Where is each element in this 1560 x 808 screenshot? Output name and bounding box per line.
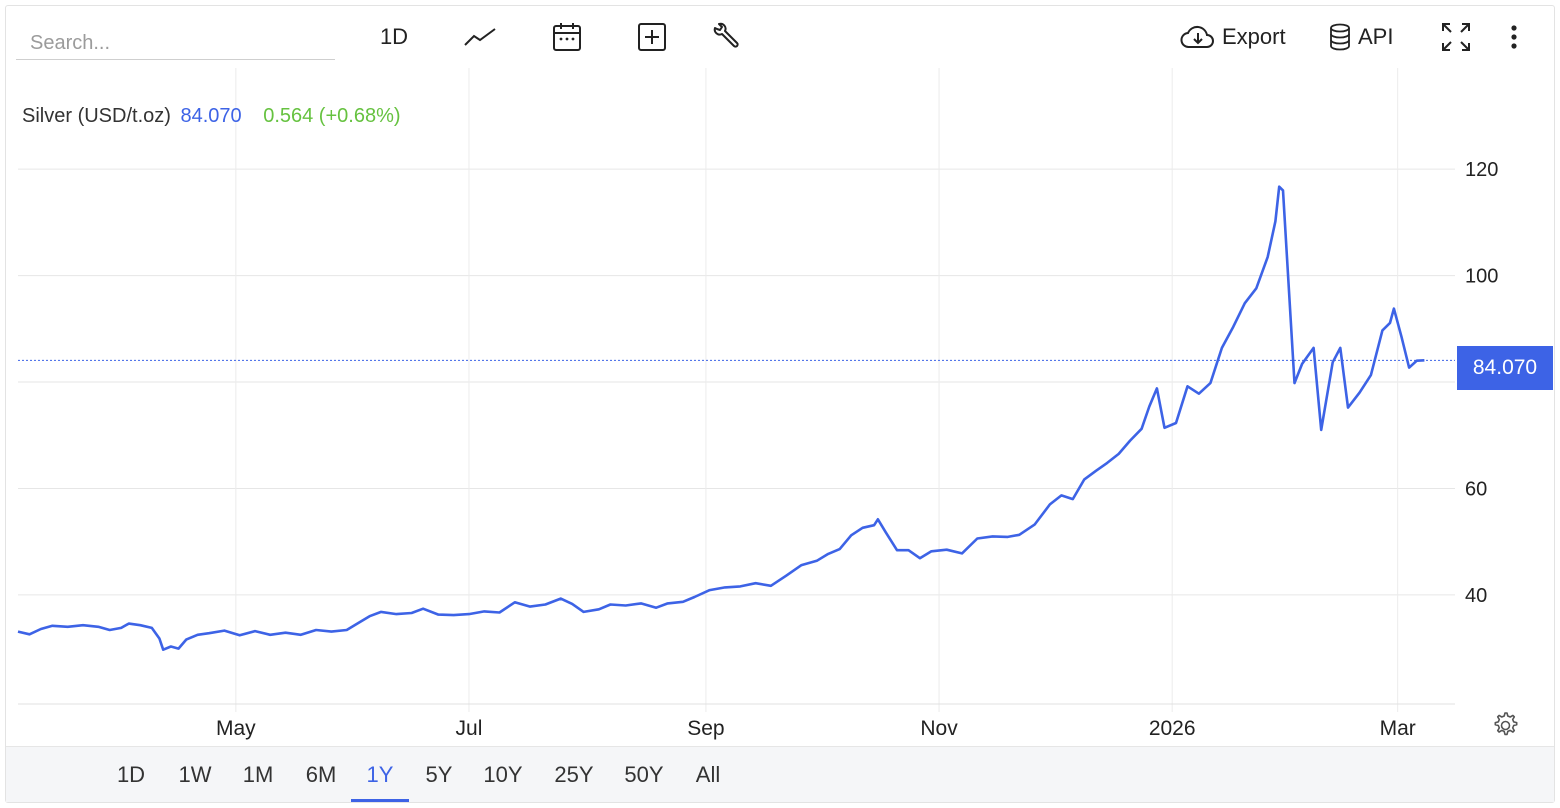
range-button-1w[interactable]: 1W <box>178 761 212 787</box>
y-tick-label: 100 <box>1465 266 1498 288</box>
range-selector: 1D 1W 1M 6M 1Y 5Y 10Y 25Y 50Y All <box>6 746 1554 802</box>
line-chart-icon[interactable] <box>462 18 498 56</box>
export-label: Export <box>1222 24 1286 49</box>
fullscreen-icon[interactable] <box>1438 18 1474 56</box>
api-button[interactable]: API <box>1328 18 1400 56</box>
x-tick-label: Sep <box>687 717 724 740</box>
range-button-1d[interactable]: 1D <box>116 761 146 787</box>
add-comparison-icon[interactable] <box>635 18 669 56</box>
calendar-icon[interactable] <box>550 18 584 56</box>
range-button-10y[interactable]: 10Y <box>483 761 523 787</box>
range-button-6m[interactable]: 6M <box>305 761 337 787</box>
wrench-icon[interactable] <box>708 18 742 56</box>
cloud-download-icon <box>1180 25 1214 48</box>
y-tick-label: 40 <box>1465 585 1487 607</box>
x-tick-label: Nov <box>920 717 958 740</box>
chart-legend: Silver (USD/t.oz) 84.070 0.564 (+0.68%) <box>22 105 401 128</box>
chart-widget <box>5 5 1555 803</box>
range-button-50y[interactable]: 50Y <box>624 761 664 787</box>
interval-button[interactable]: 1D <box>379 24 409 49</box>
last-price: 84.070 <box>180 105 242 127</box>
search-input[interactable] <box>16 28 335 60</box>
range-button-1m[interactable]: 1M <box>242 761 274 787</box>
grid <box>18 68 1455 712</box>
last-price-tag: 84.070 <box>1457 346 1553 390</box>
instrument-name: Silver (USD/t.oz) <box>22 105 171 127</box>
y-tick-label: 60 <box>1465 478 1487 500</box>
range-button-25y[interactable]: 25Y <box>554 761 594 787</box>
x-tick-label: Mar <box>1380 717 1416 740</box>
silver-price-line <box>17 185 1425 652</box>
range-button-5y[interactable]: 5Y <box>425 761 453 787</box>
range-button-all[interactable]: All <box>695 761 721 787</box>
x-tick-label: May <box>216 717 256 740</box>
settings-gear-icon[interactable] <box>1490 710 1520 740</box>
x-tick-label: 2026 <box>1149 717 1196 740</box>
y-tick-label: 120 <box>1465 159 1498 181</box>
x-tick-label: Jul <box>456 717 483 740</box>
x-axis-labels: May Jul Sep Nov 2026 Mar <box>216 717 1416 740</box>
more-options-icon[interactable] <box>1502 18 1526 56</box>
series-line <box>17 185 1425 652</box>
y-axis-labels: 406080100120 <box>1465 159 1498 607</box>
price-change: 0.564 (+0.68%) <box>263 105 401 127</box>
range-button-1y[interactable]: 1Y <box>351 747 409 802</box>
database-icon <box>1330 23 1350 51</box>
export-button[interactable]: Export <box>1180 18 1296 56</box>
api-label: API <box>1358 24 1394 49</box>
